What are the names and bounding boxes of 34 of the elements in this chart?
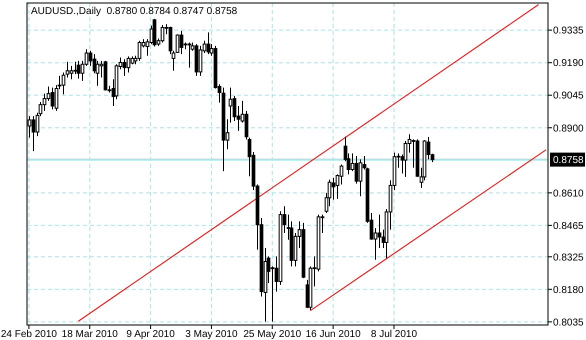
y-tick-label: 0.9045 bbox=[553, 90, 584, 102]
x-tick-label: 25 May 2010 bbox=[243, 329, 302, 340]
y-tick-label: 0.8325 bbox=[553, 252, 584, 264]
candlestick bbox=[332, 177, 336, 200]
y-tick-label: 0.8610 bbox=[553, 188, 584, 200]
candlestick bbox=[180, 30, 184, 55]
x-tick-label: 16 Jun 2010 bbox=[306, 329, 362, 340]
x-tick-label: 8 Jul 2010 bbox=[370, 329, 418, 340]
candlestick bbox=[122, 58, 126, 76]
candlestick bbox=[32, 116, 36, 152]
candlestick bbox=[378, 214, 382, 249]
y-tick-label: 0.8035 bbox=[553, 317, 584, 328]
y-tick-label: 0.8900 bbox=[553, 123, 584, 134]
candlestick bbox=[76, 60, 80, 80]
candlestick bbox=[358, 158, 362, 197]
chart-title: AUDUSD.,Daily 0.8780 0.8784 0.8747 0.8758 bbox=[31, 6, 238, 17]
candlestick bbox=[160, 24, 164, 43]
x-tick-label: 24 Feb 2010 bbox=[0, 329, 58, 340]
candlestick bbox=[206, 32, 210, 55]
candlestick bbox=[188, 42, 192, 68]
candlestick bbox=[228, 87, 232, 124]
x-tick-label: 3 May 2010 bbox=[185, 329, 238, 340]
x-tick-label: 18 Mar 2010 bbox=[62, 329, 118, 340]
candlestick bbox=[354, 156, 358, 184]
y-tick-label: 0.8465 bbox=[553, 220, 584, 232]
y-tick-label: 0.9190 bbox=[553, 58, 584, 70]
y-tick-label: 0.8180 bbox=[553, 284, 584, 296]
x-tick-label: 9 Apr 2010 bbox=[126, 329, 176, 340]
candlestick bbox=[126, 56, 130, 74]
y-tick-label: 0.9335 bbox=[553, 26, 584, 37]
candlestick bbox=[70, 65, 74, 80]
candlestick bbox=[138, 40, 142, 62]
ref-line-label: 0.8758 bbox=[553, 155, 584, 166]
candlestick bbox=[50, 87, 54, 110]
